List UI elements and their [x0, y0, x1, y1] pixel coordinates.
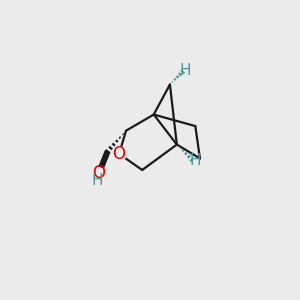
Text: H: H: [180, 63, 191, 78]
Text: O: O: [92, 164, 105, 182]
Text: H: H: [190, 153, 201, 168]
Text: O: O: [112, 145, 126, 163]
Circle shape: [112, 147, 126, 161]
Circle shape: [92, 168, 105, 182]
Polygon shape: [96, 151, 110, 175]
Text: H: H: [92, 173, 103, 188]
